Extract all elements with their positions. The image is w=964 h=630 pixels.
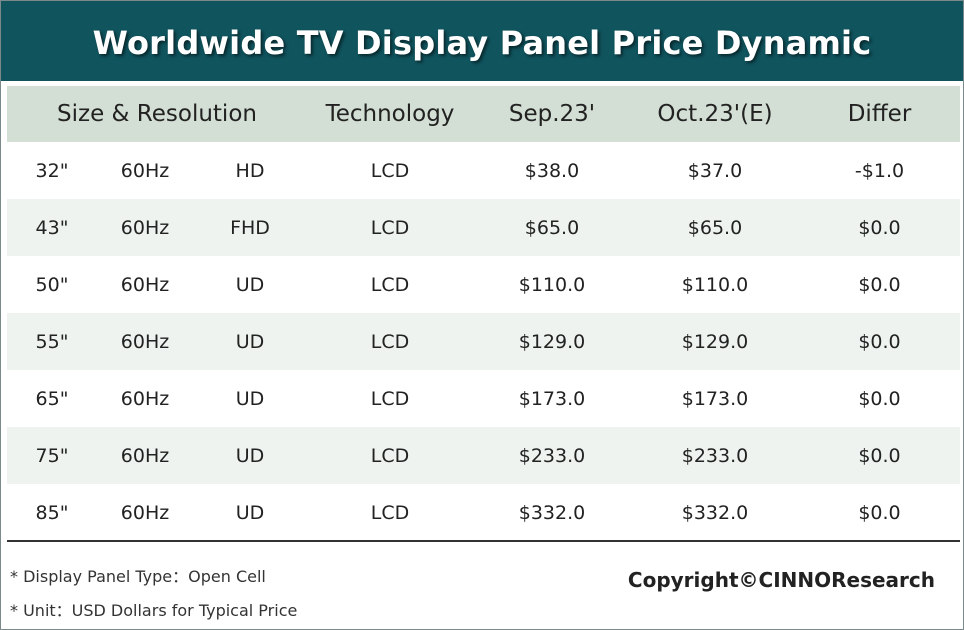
table-row: 65" 60Hz UD LCD $173.0 $173.0 $0.0 — [7, 370, 960, 427]
cell-sep-price: $173.0 — [518, 387, 586, 410]
cell-differ: -$1.0 — [854, 159, 905, 182]
note-unit: * Unit：USD Dollars for Typical Price — [10, 601, 298, 620]
header-technology: Technology — [325, 101, 455, 127]
header-size-resolution: Size & Resolution — [57, 101, 257, 127]
header-oct23: Oct.23'(E) — [657, 101, 773, 127]
cell-size: 32" — [35, 159, 69, 182]
cell-sep-price: $129.0 — [518, 330, 586, 353]
cell-oct-price: $332.0 — [681, 501, 749, 524]
cell-sep-price: $332.0 — [518, 501, 586, 524]
cell-refresh-rate: 60Hz — [120, 273, 170, 296]
cell-oct-price: $129.0 — [681, 330, 749, 353]
cell-refresh-rate: 60Hz — [120, 330, 170, 353]
cell-differ: $0.0 — [858, 444, 901, 467]
cell-oct-price: $65.0 — [687, 216, 743, 239]
cell-resolution: UD — [235, 444, 265, 467]
cell-technology: LCD — [370, 330, 410, 353]
cell-resolution: UD — [235, 330, 265, 353]
cell-technology: LCD — [370, 387, 410, 410]
cell-size: 75" — [35, 444, 69, 467]
cell-refresh-rate: 60Hz — [120, 501, 170, 524]
cell-oct-price: $173.0 — [681, 387, 749, 410]
cell-refresh-rate: 60Hz — [120, 159, 170, 182]
cell-differ: $0.0 — [858, 501, 901, 524]
cell-differ: $0.0 — [858, 330, 901, 353]
cell-resolution: UD — [235, 387, 265, 410]
note-panel-type: * Display Panel Type：Open Cell — [10, 567, 266, 586]
cell-resolution: UD — [235, 273, 265, 296]
table-header: Size & Resolution Technology Sep.23' Oct… — [7, 86, 960, 142]
price-table: Size & Resolution Technology Sep.23' Oct… — [7, 86, 960, 541]
cell-oct-price: $37.0 — [687, 159, 743, 182]
cell-sep-price: $233.0 — [518, 444, 586, 467]
cell-technology: LCD — [370, 501, 410, 524]
chart-title: Worldwide TV Display Panel Price Dynamic — [92, 24, 872, 62]
cell-technology: LCD — [370, 444, 410, 467]
cell-size: 50" — [35, 273, 69, 296]
copyright-label: Copyright©CINNOResearch — [627, 568, 935, 592]
table-row: 50" 60Hz UD LCD $110.0 $110.0 $0.0 — [7, 256, 960, 313]
title-banner: Worldwide TV Display Panel Price Dynamic — [1, 1, 963, 81]
cell-oct-price: $233.0 — [681, 444, 749, 467]
table-row: 55" 60Hz UD LCD $129.0 $129.0 $0.0 — [7, 313, 960, 370]
header-sep23: Sep.23' — [508, 101, 596, 127]
cell-differ: $0.0 — [858, 216, 901, 239]
table-row: 75" 60Hz UD LCD $233.0 $233.0 $0.0 — [7, 427, 960, 484]
cell-size: 65" — [35, 387, 69, 410]
table-row: 32" 60Hz HD LCD $38.0 $37.0 -$1.0 — [7, 142, 960, 199]
cell-size: 85" — [35, 501, 69, 524]
cell-differ: $0.0 — [858, 387, 901, 410]
cell-oct-price: $110.0 — [681, 273, 749, 296]
cell-resolution: HD — [235, 159, 265, 182]
cell-resolution: UD — [235, 501, 265, 524]
cell-size: 55" — [35, 330, 69, 353]
cell-technology: LCD — [370, 216, 410, 239]
cell-sep-price: $38.0 — [524, 159, 580, 182]
cell-refresh-rate: 60Hz — [120, 387, 170, 410]
table-row: 43" 60Hz FHD LCD $65.0 $65.0 $0.0 — [7, 199, 960, 256]
cell-technology: LCD — [370, 159, 410, 182]
cell-refresh-rate: 60Hz — [120, 216, 170, 239]
cell-technology: LCD — [370, 273, 410, 296]
table-row: 85" 60Hz UD LCD $332.0 $332.0 $0.0 — [7, 484, 960, 541]
cell-refresh-rate: 60Hz — [120, 444, 170, 467]
cell-differ: $0.0 — [858, 273, 901, 296]
table-body: 32" 60Hz HD LCD $38.0 $37.0 -$1.0 43" 60Hz FHD LCD… — [7, 142, 960, 541]
table-bottom-rule — [7, 540, 960, 542]
cell-size: 43" — [35, 216, 69, 239]
header-differ: Differ — [847, 101, 912, 127]
cell-sep-price: $110.0 — [518, 273, 586, 296]
cell-resolution: FHD — [230, 216, 270, 239]
cell-sep-price: $65.0 — [524, 216, 580, 239]
